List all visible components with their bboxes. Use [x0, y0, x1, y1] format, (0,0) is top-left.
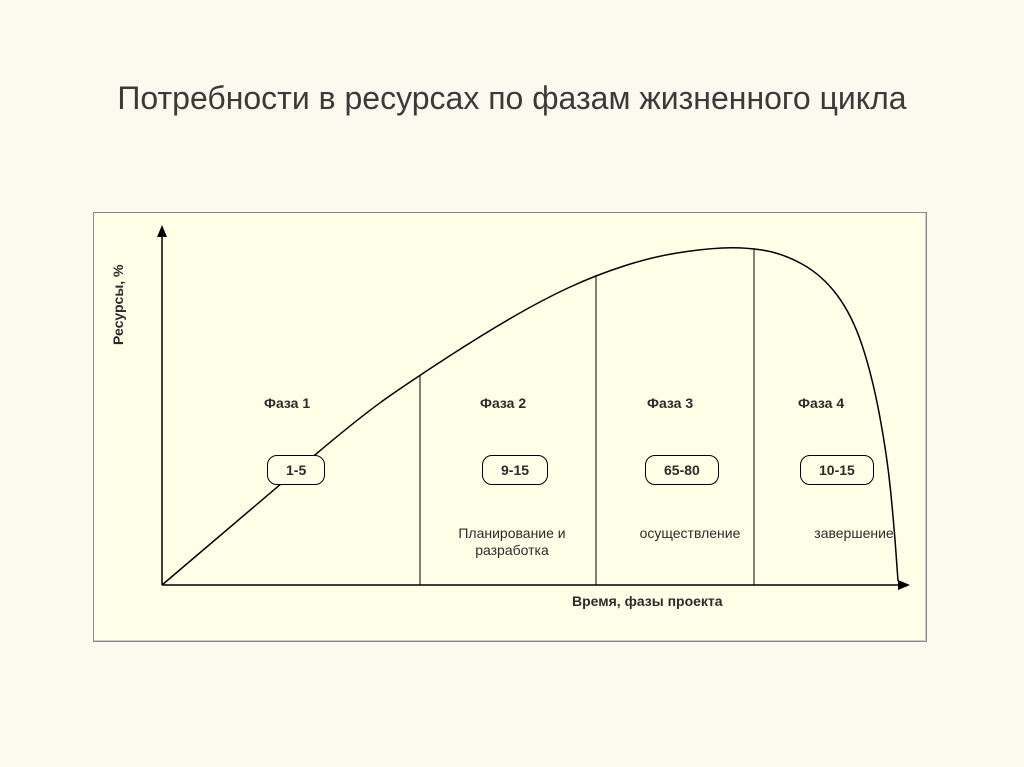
- phase-description: Планирование иразработка: [442, 525, 582, 559]
- y-axis-arrow: [157, 225, 167, 237]
- phase-value-box: 9-15: [482, 455, 548, 485]
- phase-description: осуществление: [620, 525, 760, 542]
- x-axis-label: Время, фазы проекта: [572, 593, 723, 609]
- phase-label: Фаза 1: [264, 395, 310, 411]
- x-axis-arrow: [898, 580, 910, 590]
- phase-value-box: 65-80: [645, 455, 719, 485]
- page-title: Потребности в ресурсах по фазам жизненно…: [0, 78, 1024, 118]
- phase-label: Фаза 2: [480, 395, 526, 411]
- phase-description: завершение: [784, 525, 924, 542]
- y-axis-label: Ресурсы, %: [110, 265, 126, 346]
- plot-area: Ресурсы, % Время, фазы проекта Фаза 11-5…: [142, 225, 910, 611]
- phase-value-box: 1-5: [267, 455, 325, 485]
- phase-label: Фаза 3: [647, 395, 693, 411]
- phase-value-box: 10-15: [800, 455, 874, 485]
- page: Потребности в ресурсах по фазам жизненно…: [0, 0, 1024, 767]
- chart-frame: Ресурсы, % Время, фазы проекта Фаза 1 1-5…: [93, 212, 927, 642]
- phase-label: Фаза 4: [798, 395, 844, 411]
